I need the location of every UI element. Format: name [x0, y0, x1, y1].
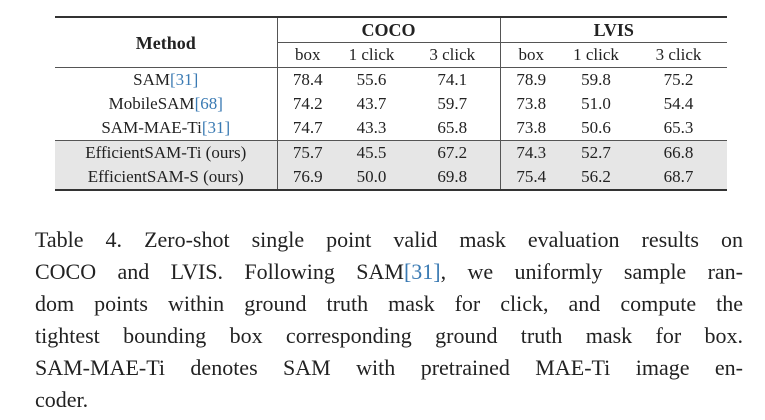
subheader: box: [499, 42, 563, 68]
value-cell: 50.0: [338, 165, 405, 190]
caption: Table 4. Zero-shot single point valid ma…: [35, 224, 743, 416]
method-cell: EfficientSAM-S (ours): [55, 165, 277, 190]
value-cell: 43.7: [356, 94, 387, 113]
value-cell: 78.4: [276, 67, 338, 92]
citation: [31]: [170, 70, 199, 89]
method-name: SAM-MAE-Ti: [101, 118, 202, 137]
table-row: SAM[31] 78.4 55.6 74.1 78.9 59.8 75.2: [55, 67, 727, 93]
subheader: 3 click: [655, 45, 702, 64]
value-cell: 69.8: [405, 165, 501, 190]
value-cell: 73.8: [499, 116, 563, 141]
caption-text: COCO and LVIS. Following SAM: [35, 259, 404, 284]
value-cell: 65.8: [437, 118, 468, 137]
value-cell: 74.3: [499, 140, 563, 165]
table-row: EfficientSAM-Ti (ours) 75.7 45.5 67.2 74.3 52…: [55, 140, 728, 165]
group-header: COCO: [276, 17, 501, 43]
value-cell: 51.0: [581, 94, 611, 113]
method-name: EfficientSAM-S (ours): [87, 167, 244, 186]
value-cell: 54.4: [663, 94, 694, 113]
citation: [31]: [403, 259, 441, 284]
value-cell: 74.7: [276, 116, 338, 141]
subheader: 1 click: [573, 45, 619, 64]
caption-line: tightest bounding box corresponding grou…: [35, 320, 743, 352]
caption-line: SAM-MAE-Ti denotes SAM with pretrained M…: [35, 352, 743, 384]
value-cell: 56.2: [562, 165, 631, 190]
caption-text: tightest bounding box corresponding grou…: [35, 323, 743, 348]
caption-text: coder.: [35, 387, 89, 412]
value-cell: 76.9: [276, 165, 338, 190]
caption-line: COCO and LVIS. Following SAM[31], we uni…: [35, 256, 743, 288]
value-cell: 66.8: [630, 140, 728, 165]
value-cell: 68.7: [630, 165, 728, 190]
caption-text: dom points within ground truth mask for …: [35, 291, 743, 316]
value-cell: 65.3: [663, 118, 694, 137]
subheader: 3 click: [429, 45, 476, 64]
subheader: 1 click: [348, 45, 395, 64]
subheader: box: [276, 42, 338, 68]
value-cell: 74.2: [276, 92, 338, 116]
caption-line: coder.: [35, 384, 743, 416]
method-header: Method: [55, 17, 277, 68]
value-cell: 55.6: [356, 70, 387, 89]
caption-line: Table 4. Zero-shot single point valid ma…: [35, 224, 743, 256]
value-cell: 50.6: [581, 118, 611, 137]
method-cell: SAM-MAE-Ti[31]: [55, 116, 277, 141]
table-row: MobileSAM[68] 74.2 43.7 59.7 73.8 51.0 54.4: [55, 92, 727, 116]
value-cell: 43.3: [356, 118, 387, 137]
citation: [68]: [194, 94, 223, 113]
value-cell: 45.5: [338, 140, 405, 165]
method-name: EfficientSAM-Ti (ours): [85, 143, 247, 162]
group-header: LVIS: [499, 17, 728, 43]
value-cell: 59.8: [581, 70, 611, 89]
value-cell: 75.2: [663, 70, 694, 89]
value-cell: 75.7: [276, 140, 338, 165]
method-cell: EfficientSAM-Ti (ours): [55, 140, 277, 165]
value-cell: 78.9: [499, 67, 563, 92]
caption-line: dom points within ground truth mask for …: [35, 288, 743, 320]
caption-text: SAM-MAE-Ti denotes SAM with pretrained M…: [35, 355, 743, 380]
results-table: Method COCO LVIS box 1 click 3 click box 1 c…: [55, 16, 728, 191]
citation: [31]: [201, 118, 231, 137]
value-cell: 75.4: [499, 165, 563, 190]
table-row: EfficientSAM-S (ours) 76.9 50.0 69.8 75.4 56.…: [55, 165, 728, 190]
value-cell: 73.8: [499, 92, 563, 116]
method-cell: SAM[31]: [55, 68, 277, 93]
caption-text: Table 4. Zero-shot single point valid ma…: [35, 227, 743, 252]
caption-text: , we uniformly sample ran-: [440, 259, 743, 284]
value-cell: 52.7: [562, 140, 631, 165]
value-cell: 67.2: [405, 140, 501, 165]
value-cell: 59.7: [437, 94, 468, 113]
method-name: MobileSAM: [108, 94, 195, 113]
method-cell: MobileSAM[68]: [55, 92, 277, 116]
method-name: SAM: [133, 70, 171, 89]
table-row: SAM-MAE-Ti[31] 74.7 43.3 65.8 73.8 50.6 65.3: [55, 116, 727, 141]
value-cell: 74.1: [437, 70, 468, 89]
